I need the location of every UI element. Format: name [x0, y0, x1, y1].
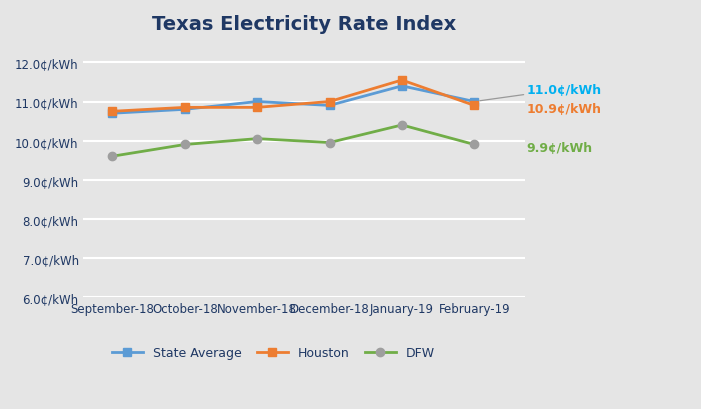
Houston [470, 104, 479, 109]
Houston [325, 100, 334, 105]
State Average [181, 108, 189, 112]
Text: 10.9¢/kWh: 10.9¢/kWh [526, 102, 601, 115]
State Average [108, 112, 116, 117]
State Average [253, 100, 261, 105]
DFW [253, 137, 261, 142]
DFW [325, 141, 334, 146]
State Average [325, 104, 334, 109]
Houston [108, 110, 116, 115]
State Average [397, 84, 406, 89]
Houston [397, 79, 406, 83]
Houston [181, 106, 189, 110]
DFW [108, 154, 116, 159]
Title: Texas Electricity Rate Index: Texas Electricity Rate Index [152, 15, 456, 34]
Line: State Average: State Average [108, 83, 479, 118]
Legend: State Average, Houston, DFW: State Average, Houston, DFW [107, 342, 440, 364]
Line: DFW: DFW [108, 121, 479, 161]
Text: 9.9¢/kWh: 9.9¢/kWh [526, 142, 592, 154]
Text: 11.0¢/kWh: 11.0¢/kWh [479, 83, 601, 101]
Houston [253, 106, 261, 110]
DFW [397, 123, 406, 128]
DFW [181, 143, 189, 148]
State Average [470, 100, 479, 105]
Line: Houston: Houston [108, 76, 479, 116]
DFW [470, 143, 479, 148]
